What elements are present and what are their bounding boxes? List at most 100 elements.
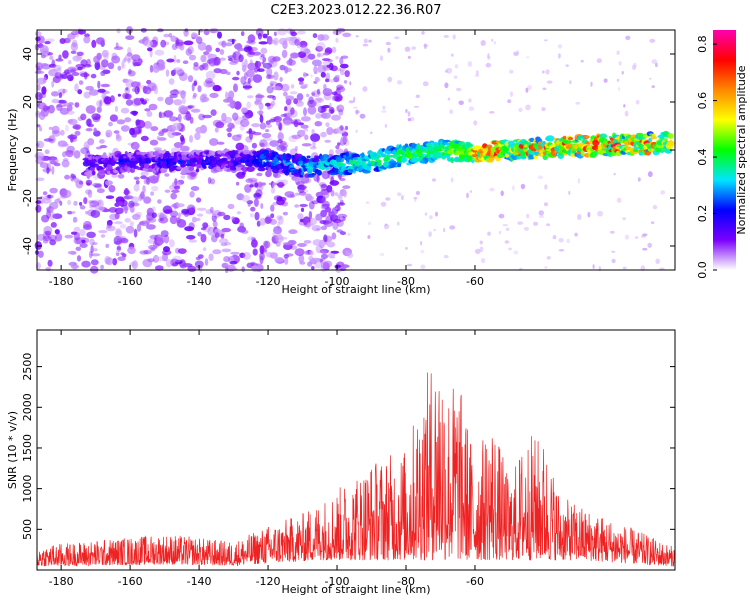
noise-blob <box>217 31 222 39</box>
noise-blob <box>311 59 322 67</box>
ridge-blob <box>580 150 585 157</box>
noise-blob <box>456 87 462 92</box>
noise-blob <box>242 85 253 89</box>
noise-blob <box>580 59 584 63</box>
noise-blob <box>265 170 272 178</box>
y-tick-label: 1000 <box>21 475 34 503</box>
noise-blob <box>320 184 328 191</box>
noise-blob <box>316 88 321 95</box>
noise-blob <box>34 152 45 160</box>
noise-blob <box>407 111 411 117</box>
noise-blob <box>221 112 227 122</box>
noise-blob <box>73 177 80 183</box>
noise-blob <box>307 261 313 267</box>
noise-blob <box>449 225 456 230</box>
noise-blob <box>254 211 260 221</box>
noise-blob <box>413 105 420 108</box>
ridge-blob <box>437 148 443 152</box>
noise-blob <box>446 67 453 74</box>
noise-blob <box>47 52 54 56</box>
noise-blob <box>139 220 150 227</box>
noise-blob <box>365 201 370 204</box>
noise-blob <box>140 97 144 102</box>
ridge-blob <box>182 159 187 165</box>
noise-blob <box>67 199 72 206</box>
noise-blob <box>331 114 341 121</box>
noise-blob <box>143 196 152 204</box>
noise-blob <box>316 68 321 73</box>
x-tick-label: -160 <box>118 275 143 288</box>
noise-blob <box>278 236 288 240</box>
noise-blob <box>596 58 602 64</box>
noise-blob <box>355 110 360 114</box>
noise-blob <box>142 85 148 94</box>
ridge-blob <box>429 140 435 144</box>
noise-blob <box>294 248 305 256</box>
noise-blob <box>298 81 304 85</box>
noise-blob <box>235 142 245 151</box>
noise-blob <box>568 190 571 196</box>
noise-blob <box>58 54 62 60</box>
bottom-y-ticks: 500 1000 1500 2000 2500 <box>21 353 675 540</box>
noise-blob <box>379 252 385 257</box>
noise-blob <box>209 138 219 146</box>
x-tick-label: -80 <box>397 575 415 588</box>
noise-blob <box>342 32 352 38</box>
noise-blob <box>336 193 343 199</box>
noise-blob <box>74 102 80 108</box>
noise-blob <box>207 177 212 184</box>
noise-blob <box>299 203 308 208</box>
noise-blob <box>132 213 141 220</box>
noise-blob <box>122 92 129 100</box>
noise-blob <box>331 46 337 53</box>
noise-blob <box>326 185 333 193</box>
noise-blob <box>273 226 282 235</box>
noise-blob <box>116 246 122 250</box>
noise-blob <box>344 70 350 78</box>
noise-blob <box>263 248 268 254</box>
noise-blob <box>618 87 621 91</box>
noise-blob <box>121 59 125 69</box>
noise-blob <box>185 48 192 56</box>
noise-blob <box>114 207 124 215</box>
noise-blob <box>294 146 298 151</box>
noise-blob <box>190 108 201 113</box>
noise-blob <box>273 37 279 46</box>
noise-blob <box>169 215 178 225</box>
x-tick-label: -60 <box>466 275 484 288</box>
noise-blob <box>315 113 322 119</box>
noise-blob <box>311 225 322 232</box>
noise-blob <box>443 255 449 259</box>
noise-blob <box>260 54 265 58</box>
noise-blob <box>156 235 166 245</box>
ridge-blob <box>361 152 365 158</box>
noise-blob <box>507 99 512 104</box>
noise-blob <box>105 129 113 138</box>
noise-blob <box>279 77 283 82</box>
noise-blob <box>43 195 52 201</box>
noise-blob <box>143 39 154 47</box>
noise-blob <box>124 117 132 123</box>
noise-blob <box>74 83 79 92</box>
noise-blob <box>415 94 420 99</box>
noise-blob <box>450 53 454 57</box>
noise-blob <box>92 199 102 206</box>
noise-blob <box>80 147 89 155</box>
noise-blob <box>489 187 495 192</box>
noise-blob <box>155 265 164 271</box>
noise-blob <box>622 217 627 221</box>
noise-blob <box>384 223 388 227</box>
noise-blob <box>91 113 101 120</box>
noise-blob <box>338 89 343 93</box>
ridge-blob <box>220 157 228 162</box>
noise-blob <box>150 191 155 196</box>
noise-blob <box>625 35 631 40</box>
noise-blob <box>207 226 216 236</box>
noise-blob <box>171 262 179 267</box>
noise-blob <box>96 106 102 113</box>
ridge-blob <box>147 167 154 172</box>
noise-blob <box>49 202 59 210</box>
noise-blob <box>558 53 561 59</box>
noise-blob <box>133 228 138 238</box>
ridge-blob <box>193 163 198 167</box>
